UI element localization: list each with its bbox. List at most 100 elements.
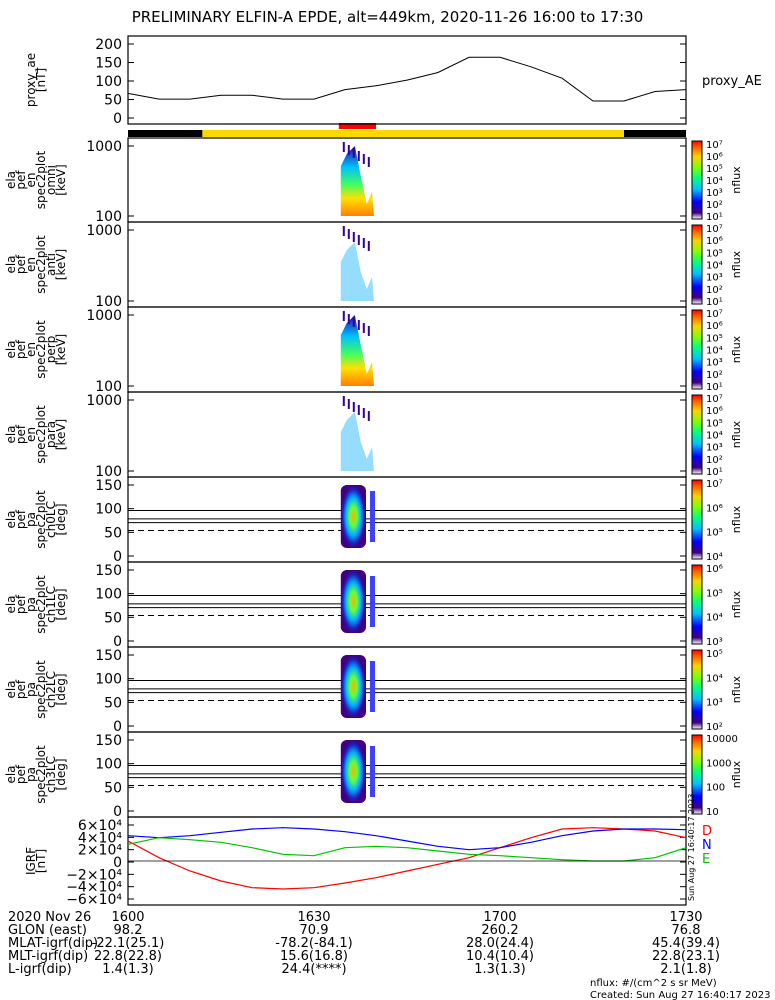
proxy_ae-axis-label: proxy_ae[nT] bbox=[24, 53, 48, 107]
igrf-tick-label: 4×10⁴ bbox=[78, 830, 122, 846]
energy-burst-speckle bbox=[342, 311, 345, 321]
footer-cell: L-igrf(dip) bbox=[8, 962, 72, 977]
energy-burst-speckle bbox=[347, 399, 350, 409]
anti-colorbar bbox=[691, 224, 703, 305]
pitch-angle-burst-secondary bbox=[370, 746, 375, 797]
created-stamp: Created: Sun Aug 27 16:40:17 2023 bbox=[590, 990, 770, 1000]
energy-burst-speckle bbox=[362, 154, 365, 164]
pitch-angle-burst bbox=[340, 485, 366, 548]
omni-tick-label: 1000 bbox=[86, 139, 122, 155]
para-colorbar-tick: 10⁶ bbox=[706, 406, 723, 417]
energy-burst-speckle bbox=[347, 145, 350, 155]
ch2LC-panel-frame bbox=[127, 646, 687, 733]
footer-cell: 1600 bbox=[111, 910, 144, 925]
omni-panel-frame bbox=[127, 137, 687, 223]
science-zone-marker bbox=[338, 123, 376, 129]
igrf-legend-E: E bbox=[702, 852, 710, 867]
ch0LC-colorbar bbox=[691, 479, 703, 560]
energy-burst-speckle bbox=[352, 232, 355, 242]
anti-tick-label: 100 bbox=[95, 294, 122, 310]
ch2LC-tick-label: 100 bbox=[95, 672, 122, 688]
footer-cell: MLAT-igrf(dip) bbox=[8, 936, 98, 951]
para-axis-label: elapefenspec2plotpara[keV] bbox=[4, 405, 68, 464]
energy-burst-speckle bbox=[347, 229, 350, 239]
anti-colorbar-tick: 10⁶ bbox=[706, 236, 723, 247]
anti-colorbar-tick: 10⁴ bbox=[706, 261, 723, 272]
pitch-angle-burst-secondary bbox=[370, 576, 375, 627]
footer-cell: 260.2 bbox=[481, 923, 518, 938]
footer-cell: 70.9 bbox=[300, 923, 329, 938]
ch3LC-tick-label: 150 bbox=[95, 733, 122, 749]
footer-cell: 1630 bbox=[297, 910, 330, 925]
ch0LC-colorbar-tick: 10⁵ bbox=[706, 528, 723, 539]
footer-cell: 1730 bbox=[669, 910, 702, 925]
footer-cell: 10.4(10.4) bbox=[466, 949, 534, 964]
footer-cell: 1700 bbox=[483, 910, 516, 925]
ch3LC-colorbar-tick: 10000 bbox=[706, 734, 738, 745]
para-colorbar-label: nflux bbox=[730, 420, 743, 448]
footer-cell: -78.2(-84.1) bbox=[275, 936, 352, 951]
igrf-tick-label: −2×10⁴ bbox=[66, 867, 122, 883]
footer-cell: 22.8(22.8) bbox=[94, 949, 162, 964]
ch2LC-colorbar bbox=[691, 649, 703, 730]
perp-panel-frame bbox=[127, 306, 687, 393]
perp-colorbar-label: nflux bbox=[730, 335, 743, 363]
proxy_ae-series-label: proxy_AE bbox=[702, 74, 762, 89]
ch2LC-tick-label: 150 bbox=[95, 648, 122, 664]
energy-burst-speckle bbox=[357, 405, 360, 415]
omni-colorbar-tick: 10¹ bbox=[706, 212, 723, 223]
ch3LC-colorbar-tick: 10 bbox=[706, 807, 719, 818]
energy-burst bbox=[340, 146, 374, 216]
ch1LC-tick-label: 0 bbox=[113, 634, 122, 650]
ch1LC-tick-label: 150 bbox=[95, 563, 122, 579]
perp-colorbar-tick: 10³ bbox=[706, 358, 723, 369]
ch1LC-colorbar-tick: 10³ bbox=[706, 637, 723, 648]
para-colorbar-tick: 10⁵ bbox=[706, 418, 723, 429]
ch1LC-colorbar bbox=[691, 564, 703, 645]
perp-axis-label: elapefenspec2plotperp[keV] bbox=[4, 320, 68, 379]
ch0LC-colorbar-tick: 10⁷ bbox=[706, 479, 723, 490]
energy-burst-speckle bbox=[367, 411, 370, 421]
proxy_ae-tick-label: 100 bbox=[95, 74, 122, 90]
proxy-ae-line bbox=[127, 56, 687, 102]
ch1LC-colorbar-tick: 10⁴ bbox=[706, 613, 723, 624]
omni-colorbar-tick: 10⁴ bbox=[706, 176, 723, 187]
energy-burst-speckle bbox=[357, 235, 360, 245]
perp-colorbar-tick: 10⁵ bbox=[706, 333, 723, 344]
proxy_ae-tick-label: 150 bbox=[95, 56, 122, 72]
pitch-angle-burst bbox=[340, 570, 366, 633]
pitch-angle-burst bbox=[340, 655, 366, 718]
ch1LC-panel-frame bbox=[127, 561, 687, 648]
energy-burst-speckle bbox=[367, 241, 370, 251]
proxy_ae-tick-label: 200 bbox=[95, 37, 122, 53]
ch1LC-axis-label: elapefpaspec2plotch1LC[deg] bbox=[4, 575, 68, 634]
anti-panel-frame bbox=[127, 221, 687, 308]
chart-title: PRELIMINARY ELFIN-A EPDE, alt=449km, 202… bbox=[131, 8, 644, 26]
omni-colorbar-tick: 10³ bbox=[706, 188, 723, 199]
energy-burst-speckle bbox=[342, 226, 345, 236]
igrf-legend-N: N bbox=[702, 838, 712, 853]
perp-colorbar-tick: 10⁷ bbox=[706, 309, 723, 320]
energy-burst-speckle bbox=[357, 320, 360, 330]
ch1LC-colorbar-tick: 10⁶ bbox=[706, 564, 723, 575]
energy-burst-speckle bbox=[367, 326, 370, 336]
para-colorbar-tick: 10² bbox=[706, 455, 723, 466]
para-panel-frame bbox=[127, 391, 687, 478]
energy-burst-speckle bbox=[362, 238, 365, 248]
ch0LC-colorbar-tick: 10⁴ bbox=[706, 552, 723, 563]
ch3LC-panel-frame bbox=[127, 731, 687, 818]
igrf-line-D bbox=[127, 827, 687, 890]
para-colorbar bbox=[691, 394, 703, 475]
pitch-angle-burst-secondary bbox=[370, 661, 375, 712]
igrf-tick-label: 2×10⁴ bbox=[78, 843, 122, 859]
perp-colorbar-tick: 10⁶ bbox=[706, 321, 723, 332]
ch2LC-colorbar-tick: 10² bbox=[706, 722, 723, 733]
perp-colorbar-tick: 10¹ bbox=[706, 382, 723, 393]
footer-cell: 98.2 bbox=[114, 923, 143, 938]
pitch-angle-burst bbox=[340, 740, 366, 803]
perp-colorbar-tick: 10⁴ bbox=[706, 346, 723, 357]
footer-cell: -22.1(25.1) bbox=[92, 936, 165, 951]
ch2LC-colorbar-tick: 10⁴ bbox=[706, 673, 723, 684]
proxy_ae-panel-frame bbox=[127, 35, 687, 125]
